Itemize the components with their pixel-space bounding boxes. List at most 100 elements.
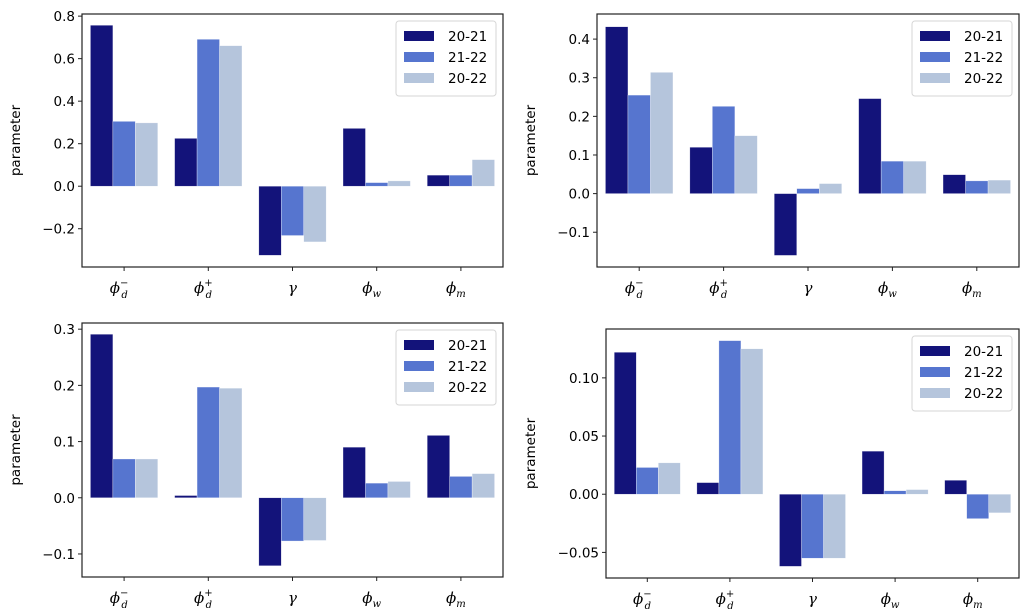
legend-swatch-20-22 [920, 388, 950, 398]
bar-20-21-2 [773, 193, 797, 256]
y-axis-label: parameter [8, 414, 24, 486]
x-tick-label: ϕm [446, 279, 466, 300]
x-tick-label: ϕ+ d [709, 278, 728, 301]
bar-20-21-1 [174, 495, 198, 499]
x-tick-label: ϕm [446, 589, 466, 610]
legend-swatch-20-22 [404, 382, 434, 392]
x-tick-label: ϕ− d [625, 278, 644, 301]
y-tick-label: −0.1 [557, 225, 590, 241]
legend-label-21-22: 21-22 [448, 50, 487, 66]
x-tick-label: ϕ− d [633, 589, 652, 612]
legend-swatch-20-22 [920, 73, 950, 83]
y-tick-label: 0.4 [54, 94, 75, 110]
bar-20-22-2 [823, 493, 846, 559]
y-tick-label: 0.6 [54, 52, 75, 68]
legend-label-20-22: 20-22 [448, 380, 487, 396]
y-tick-label: 0.1 [54, 435, 75, 451]
x-tick-label: ϕ+ d [194, 278, 213, 301]
x-tick-label: γ [288, 589, 297, 607]
chart-panel-top-left: −0.2 0.0 0.2 0.4 0.6 0.8 parameter ϕ− d ϕ+ d γ ϕw ϕm 2… [8, 9, 504, 301]
bar-20-22-4 [471, 473, 495, 499]
bar-20-22-2 [819, 183, 843, 194]
bar-21-22-2 [281, 185, 304, 236]
x-tick-label: ϕw [878, 279, 897, 300]
y-tick-label: 0.10 [569, 371, 599, 387]
legend-swatch-20-21 [920, 31, 950, 41]
legend-swatch-20-21 [920, 346, 950, 356]
bar-20-22-1 [734, 135, 758, 194]
y-axis-label: parameter [523, 417, 539, 489]
bar-20-21-4 [426, 174, 450, 187]
bar-20-21-1 [696, 482, 720, 495]
y-tick-label: −0.2 [42, 222, 75, 238]
chart-panel-top-right: −0.1 0.0 0.1 0.2 0.3 0.4 parameter ϕ− d ϕ+ d γ ϕw ϕm 2… [523, 13, 1020, 301]
bar-20-21-2 [779, 493, 802, 567]
y-tick-label: 0.2 [54, 137, 75, 153]
bar-20-21-0 [614, 352, 637, 495]
y-tick-label: 0.2 [569, 109, 590, 125]
bar-21-22-1 [196, 386, 220, 499]
x-tick-label: γ [808, 590, 817, 608]
bar-20-22-0 [650, 72, 674, 194]
bar-20-22-1 [219, 45, 243, 187]
bar-20-21-4 [944, 480, 967, 495]
bar-21-22-3 [880, 160, 904, 194]
bar-20-22-2 [303, 497, 327, 541]
legend-label-20-21: 20-21 [448, 338, 487, 354]
x-tick-label: γ [288, 279, 297, 297]
bar-20-21-2 [258, 185, 282, 256]
legend-label-20-21: 20-21 [964, 344, 1003, 360]
legend-label-21-22: 21-22 [964, 365, 1003, 381]
x-tick-label: γ [804, 279, 813, 297]
y-tick-label: 0.1 [569, 148, 590, 164]
bar-20-21-4 [426, 435, 450, 499]
bar-21-22-4 [966, 493, 989, 519]
bar-20-21-2 [258, 497, 282, 567]
bar-20-22-4 [988, 493, 1011, 514]
y-axis-label: parameter [523, 104, 539, 176]
y-tick-label: 0.2 [54, 378, 75, 394]
bar-20-21-3 [342, 128, 366, 187]
legend: 20-21 21-22 20-22 [395, 329, 497, 406]
x-tick-label: ϕ+ d [194, 588, 213, 611]
legend: 20-21 21-22 20-22 [911, 20, 1013, 97]
bar-21-22-0 [636, 467, 659, 495]
bar-20-21-0 [605, 26, 629, 194]
bar-20-21-3 [858, 98, 882, 194]
bar-21-22-3 [883, 490, 907, 495]
legend-label-21-22: 21-22 [964, 50, 1003, 66]
bar-20-22-3 [387, 180, 411, 187]
legend: 20-21 21-22 20-22 [395, 20, 497, 97]
y-tick-label: 0.3 [54, 322, 75, 338]
chart-panel-bottom-left: −0.1 0.0 0.1 0.2 0.3 parameter ϕ− d ϕ+ d γ ϕw ϕm 20-2… [8, 322, 504, 611]
y-tick-label: −0.1 [42, 547, 75, 563]
bar-20-22-1 [740, 348, 764, 495]
x-tick-label: ϕw [362, 279, 381, 300]
bar-20-21-0 [90, 25, 114, 187]
x-tick-label: ϕw [881, 590, 900, 611]
bar-20-22-2 [303, 185, 327, 243]
bar-20-21-1 [174, 138, 198, 187]
x-tick-label: ϕ− d [110, 278, 129, 301]
bar-21-22-1 [712, 106, 736, 194]
bar-21-22-4 [449, 174, 473, 187]
bar-20-22-1 [219, 387, 243, 499]
x-tick-label: ϕ− d [110, 588, 129, 611]
bar-21-22-3 [365, 182, 389, 187]
bar-20-21-1 [689, 147, 713, 194]
bar-21-22-1 [718, 340, 742, 495]
y-tick-label: 0.05 [569, 429, 599, 445]
legend-swatch-20-22 [404, 73, 434, 83]
x-tick-label: ϕw [362, 589, 381, 610]
bar-20-21-3 [861, 450, 885, 495]
legend-label-20-22: 20-22 [964, 71, 1003, 87]
bar-20-22-0 [658, 462, 681, 495]
bar-21-22-2 [796, 188, 820, 194]
bar-21-22-3 [365, 482, 389, 499]
x-tick-label: ϕm [963, 590, 983, 611]
bar-20-21-0 [90, 333, 114, 499]
y-tick-label: 0.0 [54, 179, 75, 195]
legend-label-20-21: 20-21 [448, 29, 487, 45]
bar-21-22-2 [281, 497, 304, 542]
